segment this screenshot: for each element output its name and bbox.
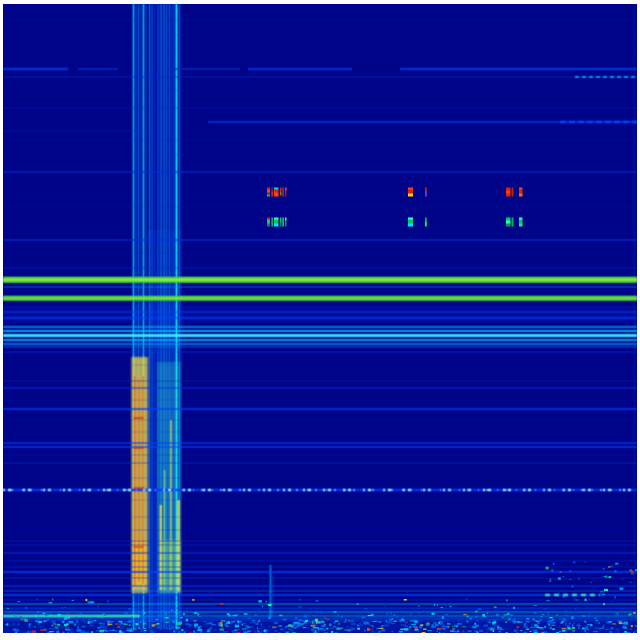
- marker-clusters: [267, 187, 523, 227]
- noise-speckles: [4, 561, 637, 633]
- plot-area: [3, 4, 637, 633]
- upper-red-markers: [267, 187, 523, 197]
- dotted-lines: [3, 76, 637, 597]
- horizontal-lines: [3, 19, 637, 620]
- lower-green-markers: [267, 217, 523, 227]
